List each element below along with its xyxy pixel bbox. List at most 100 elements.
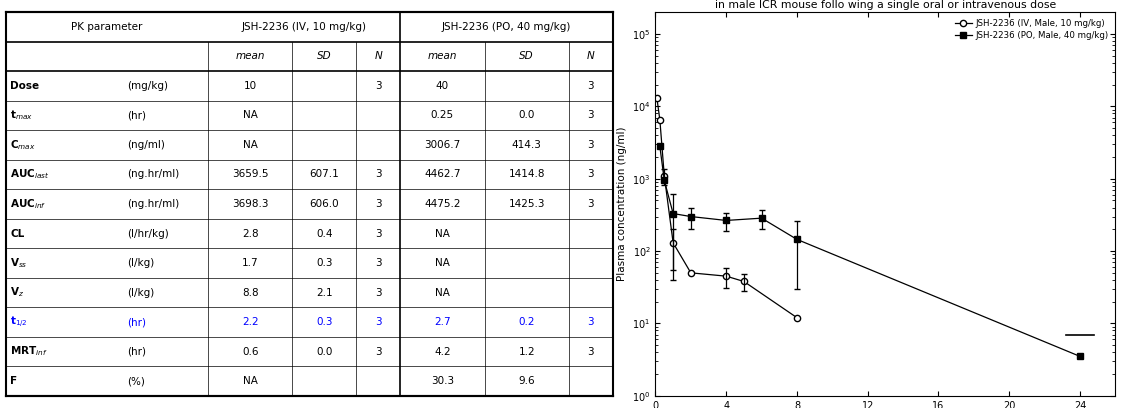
Line: JSH-2236 (PO, Male, 40 mg/kg): JSH-2236 (PO, Male, 40 mg/kg) — [657, 143, 1083, 359]
Text: V$_{z}$: V$_{z}$ — [10, 286, 25, 299]
Text: 3: 3 — [376, 258, 381, 268]
Text: NA: NA — [243, 140, 258, 150]
JSH-2236 (PO, Male, 40 mg/kg) — [790, 237, 804, 242]
JSH-2236 (PO, Male, 40 mg/kg) — [666, 211, 679, 216]
Text: (mg/kg): (mg/kg) — [128, 81, 168, 91]
Text: 3: 3 — [587, 199, 594, 209]
JSH-2236 (PO, Male, 40 mg/kg) — [658, 178, 671, 183]
Text: 9.6: 9.6 — [518, 376, 535, 386]
Text: 1.2: 1.2 — [518, 346, 535, 357]
Text: (l/kg): (l/kg) — [128, 258, 155, 268]
Text: 40: 40 — [436, 81, 450, 91]
JSH-2236 (PO, Male, 40 mg/kg) — [720, 218, 733, 223]
JSH-2236 (IV, Male, 10 mg/kg) — [666, 240, 679, 245]
Text: AUC$_{inf}$: AUC$_{inf}$ — [10, 197, 47, 211]
JSH-2236 (IV, Male, 10 mg/kg) — [738, 279, 751, 284]
Text: 3: 3 — [376, 199, 381, 209]
Text: N: N — [374, 51, 382, 62]
Line: JSH-2236 (IV, Male, 10 mg/kg): JSH-2236 (IV, Male, 10 mg/kg) — [654, 95, 800, 321]
Text: (hr): (hr) — [128, 346, 147, 357]
Text: AUC$_{last}$: AUC$_{last}$ — [10, 168, 50, 182]
Text: mean: mean — [235, 51, 265, 62]
Text: C$_{max}$: C$_{max}$ — [10, 138, 36, 152]
Text: NA: NA — [243, 376, 258, 386]
Text: 3: 3 — [587, 111, 594, 120]
Text: 0.2: 0.2 — [519, 317, 535, 327]
Text: CL: CL — [10, 228, 25, 239]
JSH-2236 (PO, Male, 40 mg/kg) — [684, 214, 697, 219]
Text: 3: 3 — [587, 140, 594, 150]
Text: 3659.5: 3659.5 — [232, 169, 268, 180]
Text: (hr): (hr) — [128, 317, 147, 327]
JSH-2236 (IV, Male, 10 mg/kg) — [790, 315, 804, 320]
Text: 0.4: 0.4 — [316, 228, 333, 239]
Text: SD: SD — [317, 51, 332, 62]
Text: 2.7: 2.7 — [434, 317, 451, 327]
Text: (ng.hr/ml): (ng.hr/ml) — [128, 199, 179, 209]
Text: 606.0: 606.0 — [309, 199, 340, 209]
Text: MRT$_{inf}$: MRT$_{inf}$ — [10, 345, 48, 358]
Text: 3698.3: 3698.3 — [232, 199, 268, 209]
Text: 4462.7: 4462.7 — [424, 169, 461, 180]
Title: Plasma concentraion-time profiles of JSH-2236
in male ICR mouse follo wing a sin: Plasma concentraion-time profiles of JSH… — [715, 0, 1056, 10]
Text: F: F — [10, 376, 18, 386]
Y-axis label: Plasma concentration (ng/ml): Plasma concentration (ng/ml) — [617, 127, 627, 281]
Text: (hr): (hr) — [128, 111, 147, 120]
Text: 3: 3 — [587, 346, 594, 357]
Text: 30.3: 30.3 — [430, 376, 454, 386]
JSH-2236 (IV, Male, 10 mg/kg) — [684, 271, 697, 275]
Text: 2.1: 2.1 — [316, 288, 333, 297]
Text: 3: 3 — [376, 346, 381, 357]
Text: 3: 3 — [587, 81, 594, 91]
Text: SD: SD — [519, 51, 534, 62]
Text: 3: 3 — [376, 228, 381, 239]
Text: 1425.3: 1425.3 — [509, 199, 545, 209]
Text: 10: 10 — [243, 81, 257, 91]
Text: 0.25: 0.25 — [430, 111, 454, 120]
Text: mean: mean — [428, 51, 457, 62]
JSH-2236 (IV, Male, 10 mg/kg) — [720, 274, 733, 279]
Text: 4.2: 4.2 — [434, 346, 451, 357]
JSH-2236 (PO, Male, 40 mg/kg) — [654, 144, 667, 149]
Text: 3: 3 — [587, 169, 594, 180]
Legend: JSH-2236 (IV, Male, 10 mg/kg), JSH-2236 (PO, Male, 40 mg/kg): JSH-2236 (IV, Male, 10 mg/kg), JSH-2236 … — [952, 17, 1111, 42]
Text: V$_{ss}$: V$_{ss}$ — [10, 256, 28, 270]
Text: 607.1: 607.1 — [309, 169, 340, 180]
Text: NA: NA — [435, 258, 450, 268]
Text: PK parameter: PK parameter — [71, 22, 142, 32]
Text: (%): (%) — [128, 376, 146, 386]
Text: JSH-2236 (PO, 40 mg/kg): JSH-2236 (PO, 40 mg/kg) — [442, 22, 572, 32]
Text: 3: 3 — [376, 81, 381, 91]
Text: 0.3: 0.3 — [316, 258, 333, 268]
Text: 3: 3 — [376, 288, 381, 297]
Text: 8.8: 8.8 — [242, 288, 259, 297]
Text: t$_{max}$: t$_{max}$ — [10, 109, 34, 122]
Text: 3006.7: 3006.7 — [424, 140, 461, 150]
JSH-2236 (PO, Male, 40 mg/kg) — [1073, 354, 1086, 359]
Text: 3: 3 — [376, 169, 381, 180]
Text: N: N — [587, 51, 595, 62]
Text: 1.7: 1.7 — [242, 258, 259, 268]
Text: (ng.hr/ml): (ng.hr/ml) — [128, 169, 179, 180]
Text: 2.2: 2.2 — [242, 317, 259, 327]
JSH-2236 (IV, Male, 10 mg/kg) — [650, 95, 664, 100]
Text: 0.0: 0.0 — [519, 111, 535, 120]
Text: 0.6: 0.6 — [242, 346, 259, 357]
Text: t$_{1/2}$: t$_{1/2}$ — [10, 315, 28, 330]
Text: 0.0: 0.0 — [316, 346, 333, 357]
Text: 3: 3 — [376, 317, 381, 327]
Text: (ng/ml): (ng/ml) — [128, 140, 165, 150]
Text: NA: NA — [243, 111, 258, 120]
Text: JSH-2236 (IV, 10 mg/kg): JSH-2236 (IV, 10 mg/kg) — [242, 22, 367, 32]
JSH-2236 (PO, Male, 40 mg/kg) — [754, 216, 768, 221]
Text: NA: NA — [435, 228, 450, 239]
Text: (l/hr/kg): (l/hr/kg) — [128, 228, 169, 239]
JSH-2236 (IV, Male, 10 mg/kg) — [658, 173, 671, 178]
Text: Dose: Dose — [10, 81, 39, 91]
Text: 0.3: 0.3 — [316, 317, 333, 327]
JSH-2236 (IV, Male, 10 mg/kg) — [654, 118, 667, 122]
Text: (l/kg): (l/kg) — [128, 288, 155, 297]
Text: 414.3: 414.3 — [512, 140, 541, 150]
Text: 2.8: 2.8 — [242, 228, 259, 239]
Text: 1414.8: 1414.8 — [509, 169, 545, 180]
